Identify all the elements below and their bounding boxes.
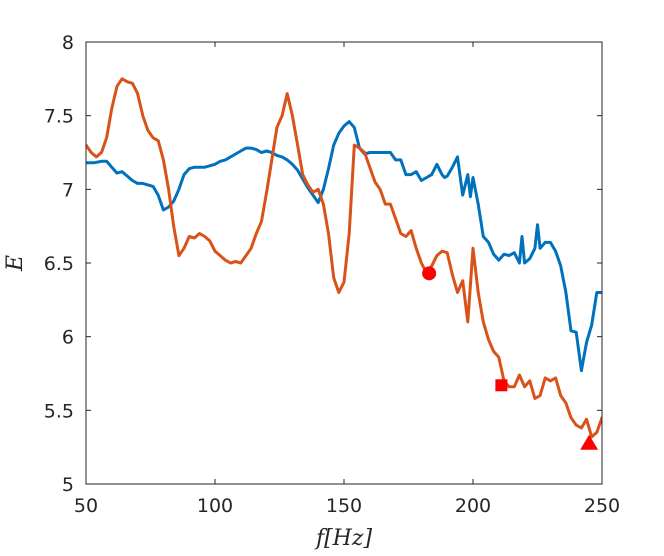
y-tick-label: 8	[62, 32, 74, 54]
x-tick-label: 200	[455, 495, 491, 517]
series-line-1	[86, 120, 602, 373]
y-tick-label: 5.5	[44, 400, 74, 422]
y-tick-label: 6.5	[44, 253, 74, 275]
y-axis-label: E	[3, 255, 28, 272]
plot-area	[85, 41, 603, 485]
series-line-2	[86, 77, 602, 439]
circle-marker	[422, 266, 437, 281]
x-axis: 50 100 150 200 250	[74, 42, 620, 517]
y-tick-label: 6	[62, 327, 74, 349]
y-tick-label: 5	[62, 474, 74, 496]
marker-layer	[422, 266, 599, 450]
x-tick-label: 150	[326, 495, 362, 517]
x-tick-label: 100	[197, 495, 233, 517]
square-marker	[495, 379, 508, 392]
triangle-marker	[580, 434, 599, 450]
plot-background	[86, 42, 602, 484]
series-layer	[86, 77, 602, 439]
y-tick-label: 7	[62, 179, 74, 201]
x-axis-label: f[Hz]	[314, 526, 373, 551]
y-tick-label: 7.5	[44, 106, 74, 128]
x-tick-label: 50	[74, 495, 98, 517]
x-tick-label: 250	[584, 495, 620, 517]
y-axis: 5 5.5 6 6.5 7 7.5 8	[44, 32, 602, 496]
